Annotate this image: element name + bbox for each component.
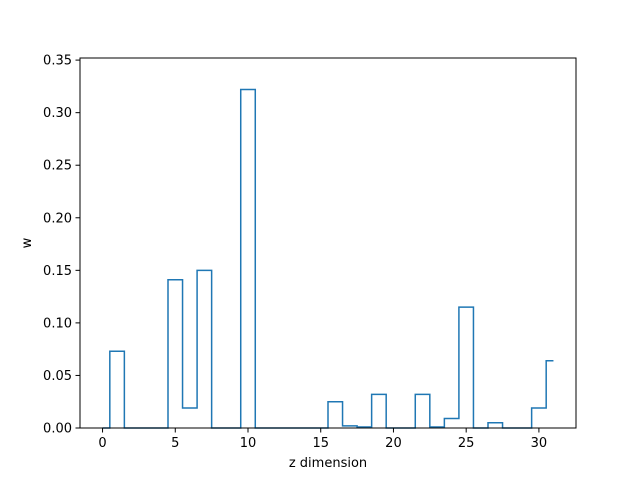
y-tick-label: 0.35 xyxy=(43,54,72,69)
x-tick-label: 25 xyxy=(458,436,475,451)
y-tick-label: 0.30 xyxy=(43,106,72,121)
y-tick-label: 0.15 xyxy=(43,264,72,279)
y-tick-label: 0.25 xyxy=(43,159,72,174)
x-axis-ticks: 0 5 10 15 20 25 30 xyxy=(98,428,547,451)
x-axis-label: z dimension xyxy=(289,456,367,471)
x-tick-label: 30 xyxy=(531,436,548,451)
x-tick-label: 15 xyxy=(312,436,329,451)
x-tick-label: 5 xyxy=(171,436,179,451)
y-axis-label: w xyxy=(20,237,35,248)
y-tick-label: 0.00 xyxy=(43,422,72,437)
x-tick-label: 0 xyxy=(98,436,106,451)
y-axis-ticks: 0.00 0.05 0.10 0.15 0.20 0.25 0.30 0.35 xyxy=(43,54,80,437)
plot-frame xyxy=(79,57,577,429)
x-tick-label: 10 xyxy=(240,436,257,451)
y-tick-label: 0.20 xyxy=(43,211,72,226)
x-tick-label: 20 xyxy=(385,436,402,451)
y-tick-label: 0.05 xyxy=(43,369,72,384)
y-tick-label: 0.10 xyxy=(43,316,72,331)
plot-area xyxy=(80,58,576,428)
